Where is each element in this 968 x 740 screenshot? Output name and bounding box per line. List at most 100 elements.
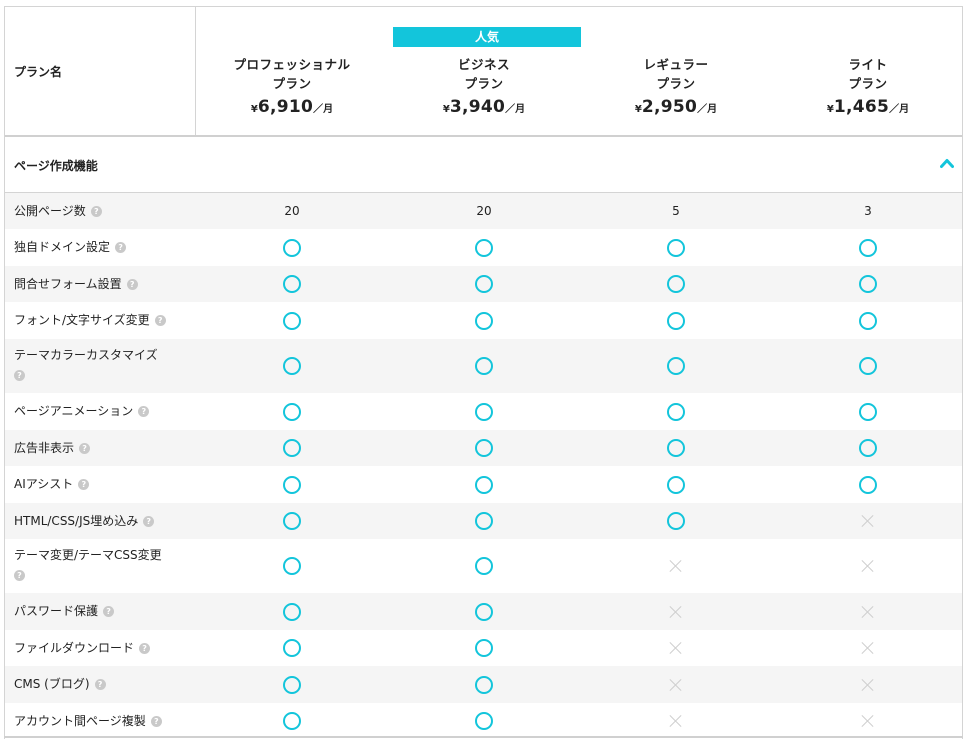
plan-title-line1: レギュラー (643, 57, 709, 72)
available-circle-icon (283, 238, 301, 257)
help-icon[interactable]: ? (143, 516, 155, 527)
plan-title-line1: ライト (848, 57, 888, 72)
feature-cell (580, 666, 772, 703)
help-icon[interactable]: ? (90, 206, 102, 217)
feature-cell: 20 (196, 193, 388, 229)
available-circle-icon (283, 602, 301, 621)
unavailable-cross-icon (861, 559, 875, 573)
feature-label-text: テーマ変更/テーマCSS変更 (14, 548, 162, 562)
feature-cell (388, 302, 580, 339)
available-circle-icon (475, 475, 493, 494)
feature-cell (580, 266, 772, 302)
unavailable-cross-icon (861, 514, 875, 528)
available-circle-icon (475, 439, 493, 457)
available-circle-icon (475, 557, 493, 575)
help-icon[interactable]: ? (14, 370, 25, 381)
feature-label: 公開ページ数? (14, 201, 192, 221)
price-unit: ／月 (697, 104, 718, 115)
available-circle-icon (283, 475, 301, 494)
feature-cell (580, 703, 772, 739)
feature-label: アカウント間ページ複製? (14, 711, 192, 731)
available-circle-icon (283, 402, 301, 421)
unavailable-cross-icon (861, 641, 875, 655)
feature-cell (196, 630, 388, 666)
price-unit: ／月 (505, 104, 526, 115)
help-icon[interactable]: ? (79, 443, 91, 454)
help-icon[interactable]: ? (126, 279, 138, 290)
feature-cell (580, 503, 772, 539)
available-circle-icon (283, 357, 301, 375)
feature-value: 3 (864, 204, 872, 218)
plan-title: ビジネス プラン (388, 55, 580, 93)
available-circle-icon (283, 675, 301, 694)
help-icon[interactable]: ? (103, 606, 115, 617)
feature-cell (772, 302, 964, 339)
unavailable-cross-icon (669, 559, 683, 573)
available-circle-icon (283, 712, 301, 730)
feature-cell: 3 (772, 193, 964, 229)
plan-title-line2: プラン (464, 76, 504, 91)
feature-cell (580, 430, 772, 466)
help-icon[interactable]: ? (150, 716, 162, 727)
help-icon[interactable]: ? (14, 570, 25, 581)
unavailable-cross-icon (861, 678, 875, 692)
feature-cell (772, 266, 964, 302)
plan-professional: プロフェッショナル プラン ¥6,910／月 (196, 7, 388, 135)
available-circle-icon (667, 357, 685, 375)
currency-symbol: ¥ (634, 104, 642, 115)
feature-label-text: 公開ページ数 (14, 204, 86, 218)
feature-cell (772, 630, 964, 666)
feature-cell (580, 593, 772, 630)
available-circle-icon (859, 311, 877, 330)
feature-label-text: HTML/CSS/JS埋め込み (14, 514, 139, 528)
available-circle-icon (859, 402, 877, 421)
feature-value: 5 (672, 204, 680, 218)
plan-title-line2: プラン (848, 76, 888, 91)
plan-lite: ライト プラン ¥1,465／月 (772, 7, 964, 135)
currency-symbol: ¥ (250, 104, 258, 115)
table-row: ページアニメーション? (5, 393, 962, 430)
plan-price: ¥1,465／月 (772, 97, 964, 117)
section-page-features[interactable]: ページ作成機能 (5, 137, 962, 193)
table-row: テーマカラーカスタマイズ? (5, 339, 962, 393)
feature-cell (196, 466, 388, 503)
feature-cell (388, 266, 580, 302)
unavailable-cross-icon (669, 714, 683, 728)
feature-label: CMS (ブログ)? (14, 674, 192, 694)
feature-cell (388, 593, 580, 630)
help-icon[interactable]: ? (154, 315, 166, 326)
feature-label-text: AIアシスト (14, 477, 74, 491)
feature-label-text: ファイルダウンロード (14, 641, 135, 655)
available-circle-icon (667, 402, 685, 421)
help-icon[interactable]: ? (78, 479, 90, 490)
feature-cell (388, 430, 580, 466)
help-icon[interactable]: ? (94, 679, 106, 690)
available-circle-icon (475, 712, 493, 730)
unavailable-cross-icon (669, 641, 683, 655)
table-row: 公開ページ数? 20 20 5 3 (5, 193, 962, 229)
feature-label-text: パスワード保護 (14, 604, 99, 618)
plan-price: ¥3,940／月 (388, 97, 580, 117)
table-row: 広告非表示? (5, 430, 962, 466)
available-circle-icon (667, 512, 685, 530)
feature-label-text: 独自ドメイン設定 (14, 240, 111, 254)
available-circle-icon (283, 639, 301, 657)
plan-business: ビジネス プラン ¥3,940／月 (388, 7, 580, 135)
feature-cell (196, 302, 388, 339)
table-row: テーマ変更/テーマCSS変更? (5, 539, 962, 593)
plan-price: ¥2,950／月 (580, 97, 772, 117)
plan-name-column: プラン名 (5, 7, 196, 135)
feature-cell (388, 703, 580, 739)
feature-cell (196, 339, 388, 393)
help-icon[interactable]: ? (138, 406, 150, 417)
help-icon[interactable]: ? (139, 643, 151, 654)
feature-cell (772, 430, 964, 466)
available-circle-icon (475, 512, 493, 530)
feature-cell (580, 339, 772, 393)
unavailable-cross-icon (861, 605, 875, 619)
feature-cell (196, 229, 388, 266)
help-icon[interactable]: ? (115, 242, 127, 253)
chevron-up-icon[interactable] (940, 157, 954, 169)
feature-cell (196, 703, 388, 739)
feature-cell (772, 466, 964, 503)
